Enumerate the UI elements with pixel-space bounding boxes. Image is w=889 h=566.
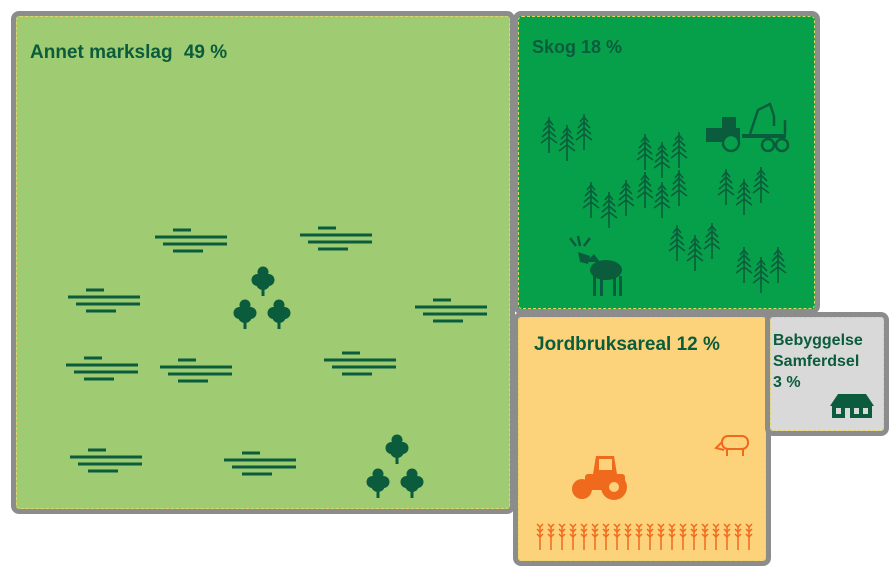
panel-skog bbox=[513, 11, 820, 314]
tree-icon bbox=[233, 266, 424, 498]
panel-annet-markslag bbox=[11, 11, 515, 514]
bebyggelse-line-3: 3 % bbox=[773, 374, 801, 391]
marsh-icon bbox=[64, 226, 489, 476]
bebyggelse-label: Bebyggelse Samferdsel 3 % bbox=[773, 330, 863, 393]
house-icon bbox=[830, 394, 874, 418]
bebyggelse-line-1: Bebyggelse bbox=[773, 332, 863, 349]
tractor-icon bbox=[572, 456, 627, 500]
cow-icon bbox=[714, 435, 749, 456]
tractor-icon bbox=[706, 102, 790, 153]
annet-label-text: Annet markslag bbox=[30, 42, 173, 63]
skog-label: Skog 18 % bbox=[532, 37, 623, 57]
annet-label: Annet markslag 49 % bbox=[30, 42, 227, 64]
bebyggelse-line-2: Samferdsel bbox=[773, 353, 860, 370]
jordbruk-label: Jordbruksareal 12 % bbox=[534, 334, 720, 355]
moose-icon bbox=[569, 235, 622, 296]
forest-icon bbox=[540, 113, 787, 294]
crop-icon bbox=[536, 523, 753, 551]
panel-jordbruksareal bbox=[513, 312, 771, 566]
annet-value: 49 % bbox=[183, 42, 228, 63]
